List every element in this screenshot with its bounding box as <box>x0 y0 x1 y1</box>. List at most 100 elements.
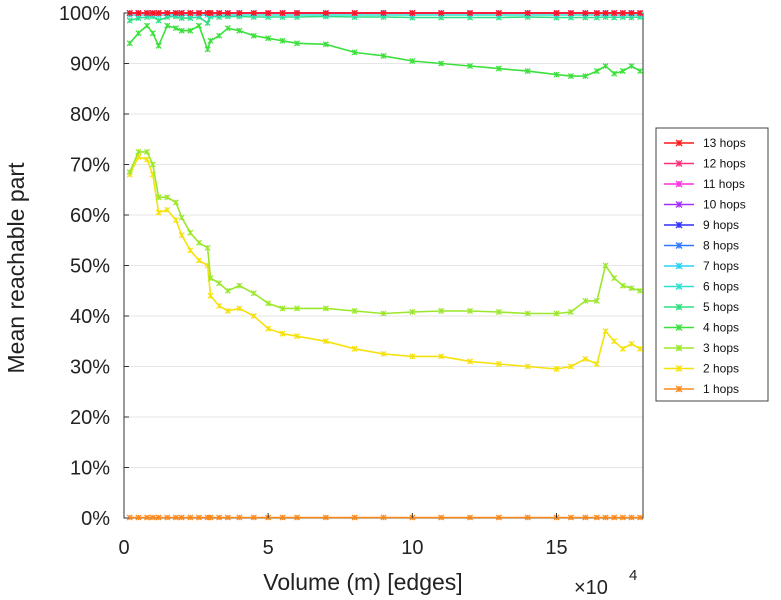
data-point <box>164 514 171 521</box>
series-4-hops <box>126 22 644 80</box>
data-point <box>216 32 223 39</box>
data-point <box>611 338 618 345</box>
data-point <box>265 9 272 17</box>
data-point <box>224 307 231 314</box>
data-point <box>582 73 589 80</box>
data-point <box>553 71 560 78</box>
data-point <box>224 25 231 32</box>
data-point <box>628 9 635 17</box>
data-point <box>524 310 531 317</box>
data-point <box>466 358 474 365</box>
x-tick-label: 0 <box>118 537 129 559</box>
data-point <box>204 46 211 53</box>
legend-item: 3 hops <box>664 341 739 355</box>
data-point <box>524 9 531 17</box>
data-point <box>172 25 179 32</box>
series-13-hops <box>126 9 644 17</box>
legend-item: 10 hops <box>664 198 746 212</box>
data-point <box>144 22 151 29</box>
data-point <box>582 9 589 17</box>
data-point <box>178 514 185 521</box>
data-point <box>602 514 609 521</box>
data-point <box>178 27 185 34</box>
data-point <box>135 514 142 521</box>
data-point <box>216 302 223 309</box>
data-point <box>351 49 358 56</box>
data-point <box>236 27 243 34</box>
data-point <box>216 9 223 17</box>
data-point <box>628 514 635 521</box>
y-tick-label: 0% <box>81 508 110 530</box>
data-point <box>172 9 179 17</box>
data-point <box>126 514 133 521</box>
data-point <box>351 307 358 314</box>
legend-item: 8 hops <box>664 239 739 253</box>
series-2-hops <box>126 153 644 373</box>
data-point <box>293 333 301 340</box>
x-tick-label: 15 <box>545 537 567 559</box>
data-point <box>279 9 286 17</box>
x-multiplier-exponent: 4 <box>629 567 637 584</box>
data-point <box>466 514 474 521</box>
data-point <box>524 514 531 521</box>
data-point <box>164 22 171 29</box>
y-tick-label: 90% <box>70 54 110 76</box>
data-point <box>438 9 445 17</box>
data-point <box>195 239 202 246</box>
data-point <box>155 17 162 24</box>
data-point <box>619 514 626 521</box>
data-point <box>178 9 185 17</box>
data-point <box>164 9 171 17</box>
y-tick-label: 10% <box>70 458 110 480</box>
legend-label: 4 hops <box>703 321 739 335</box>
data-point <box>250 312 257 320</box>
grid <box>124 63 643 468</box>
y-tick-label: 50% <box>70 256 110 278</box>
data-point <box>204 20 211 27</box>
legend-item: 12 hops <box>664 157 746 171</box>
legend-label: 12 hops <box>703 157 746 171</box>
data-point <box>293 9 301 17</box>
data-point <box>265 35 272 42</box>
data-point <box>409 57 416 64</box>
data-point <box>380 310 387 317</box>
data-point <box>126 40 133 47</box>
data-point <box>438 307 445 314</box>
data-point <box>149 161 156 168</box>
data-point <box>593 360 600 367</box>
data-point <box>144 9 151 17</box>
data-point <box>135 30 142 37</box>
legend-label: 1 hops <box>703 382 739 396</box>
data-point <box>322 305 329 312</box>
data-point <box>126 9 133 17</box>
data-point <box>593 514 600 521</box>
data-point <box>409 9 416 17</box>
data-point <box>172 217 179 224</box>
y-tick-label: 80% <box>70 104 110 126</box>
data-point <box>582 355 589 362</box>
data-point <box>380 9 387 17</box>
data-point <box>155 514 162 521</box>
y-tick-label: 40% <box>70 306 110 328</box>
data-point <box>380 52 387 59</box>
data-point <box>187 27 194 34</box>
data-point <box>495 360 502 367</box>
data-point <box>611 275 618 282</box>
data-point <box>567 363 574 370</box>
legend-label: 13 hops <box>703 136 746 150</box>
data-point <box>207 37 214 44</box>
data-point <box>567 73 574 80</box>
data-point <box>553 9 560 17</box>
data-point <box>438 353 445 360</box>
data-point <box>279 37 286 44</box>
data-point <box>195 514 202 521</box>
data-point <box>178 232 185 239</box>
data-point <box>628 340 635 347</box>
data-point <box>602 262 609 269</box>
data-point <box>164 194 171 201</box>
data-point <box>637 514 644 521</box>
legend-item: 13 hops <box>664 136 746 150</box>
legend-label: 9 hops <box>703 218 739 232</box>
legend-label: 8 hops <box>703 239 739 253</box>
data-point <box>637 287 644 294</box>
